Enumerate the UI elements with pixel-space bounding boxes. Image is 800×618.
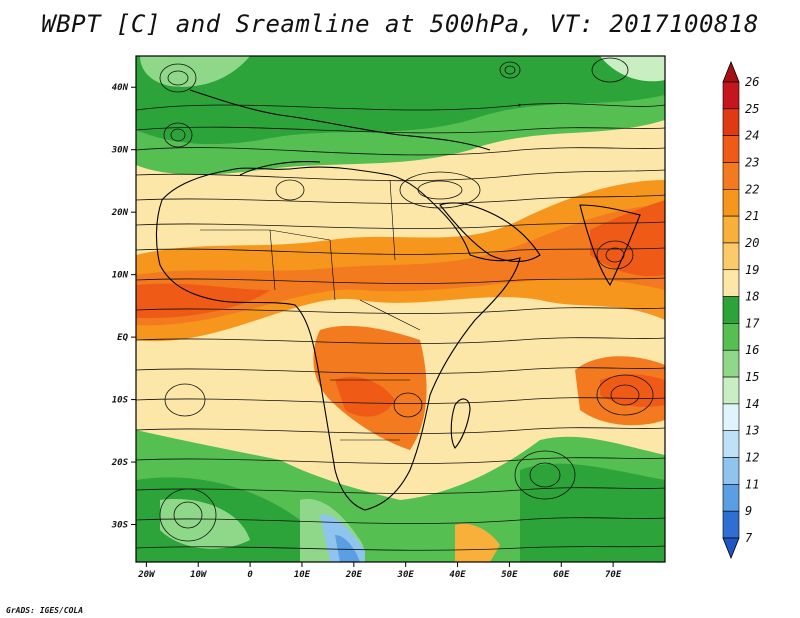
- lon-tick-label: 20W: [137, 570, 156, 580]
- colorbar-label: 20: [745, 236, 759, 250]
- streamlines: [136, 57, 665, 551]
- colorbar-label: 22: [745, 182, 759, 196]
- colorbar-label: 11: [745, 477, 759, 491]
- colorbar-label: 16: [745, 343, 759, 357]
- lat-tick-label: 20S: [111, 458, 129, 468]
- lon-tick-label: 20E: [345, 570, 363, 580]
- lon-tick-label: 30E: [397, 570, 415, 580]
- triangle-up-icon: [722, 60, 740, 83]
- lat-tick-label: 30N: [111, 146, 129, 156]
- colorbar-swatch: [722, 457, 740, 485]
- colorbar-swatch: [722, 242, 740, 271]
- colorbar-swatch: [722, 349, 740, 378]
- lon-tick-label: 10E: [294, 570, 311, 580]
- map-frame: [135, 55, 666, 563]
- lon-tick-label: 0: [247, 570, 253, 580]
- colorbar-swatch: [722, 215, 740, 244]
- colorbar-swatch: [722, 269, 740, 297]
- colorbar-swatch: [722, 162, 740, 190]
- colorbar-swatch: [722, 484, 740, 512]
- colorbar-label: 17: [745, 316, 760, 330]
- lon-tick-label: 50E: [501, 570, 518, 580]
- colorbar-label: 18: [745, 290, 759, 304]
- colorbar-label: 24: [745, 129, 759, 143]
- colorbar-swatch: [722, 135, 740, 163]
- colorbar-label: 9: [745, 504, 752, 518]
- lat-tick-label: 10N: [112, 271, 129, 281]
- colorbar-label: 19: [745, 263, 759, 277]
- colorbar-label: 15: [745, 370, 759, 384]
- wbpt-field: [136, 56, 665, 562]
- colorbar-label: 12: [745, 451, 759, 465]
- colorbar-label: 13: [745, 424, 759, 438]
- lon-tick-label: 70E: [605, 570, 622, 580]
- colorbar-label: 21: [745, 209, 759, 223]
- lat-tick-label: 30S: [111, 521, 129, 531]
- longitude-axis: 20W 10W 0 10E 20E 30E 40E 50E 60E 70E: [137, 562, 622, 580]
- lon-tick-label: 40E: [449, 570, 466, 580]
- colorbar-swatch: [722, 323, 740, 351]
- colorbar-swatch: [722, 296, 740, 324]
- colorbar-label: 14: [745, 397, 759, 411]
- lat-tick-label: 20N: [111, 208, 129, 218]
- colorbar-swatch: [722, 81, 740, 110]
- lat-tick-label: EQ: [117, 333, 128, 343]
- lat-tick-label: 40N: [112, 83, 129, 93]
- colorbar-label: 26: [745, 75, 759, 89]
- colorbar-swatch: [722, 403, 740, 432]
- lon-tick-label: 60E: [553, 570, 570, 580]
- colorbar-swatch: [722, 430, 740, 458]
- colorbar: 26 25 24 23 22 21 20 19 18 17 16 15 14 13 12 11 9 7: [722, 60, 760, 560]
- latitude-axis: 40N 30N 20N 10N EQ 10S 20S 30S: [111, 83, 136, 531]
- colorbar-label: 7: [745, 531, 753, 545]
- lat-tick-label: 10S: [112, 396, 129, 406]
- colorbar-swatch: [722, 376, 740, 405]
- colorbar-swatch: [722, 188, 740, 217]
- credit-text: GrADS: IGES/COLA: [6, 606, 84, 615]
- lon-tick-label: 10W: [190, 570, 208, 580]
- colorbar-label: 25: [745, 102, 759, 116]
- chart-title: WBPT [C] and Sreamline at 500hPa, VT: 20…: [41, 10, 759, 38]
- triangle-down-icon: [722, 537, 740, 560]
- colorbar-swatch: [722, 510, 740, 539]
- colorbar-swatch: [722, 108, 740, 136]
- colorbar-label: 23: [745, 155, 759, 169]
- coastlines: [155, 89, 641, 511]
